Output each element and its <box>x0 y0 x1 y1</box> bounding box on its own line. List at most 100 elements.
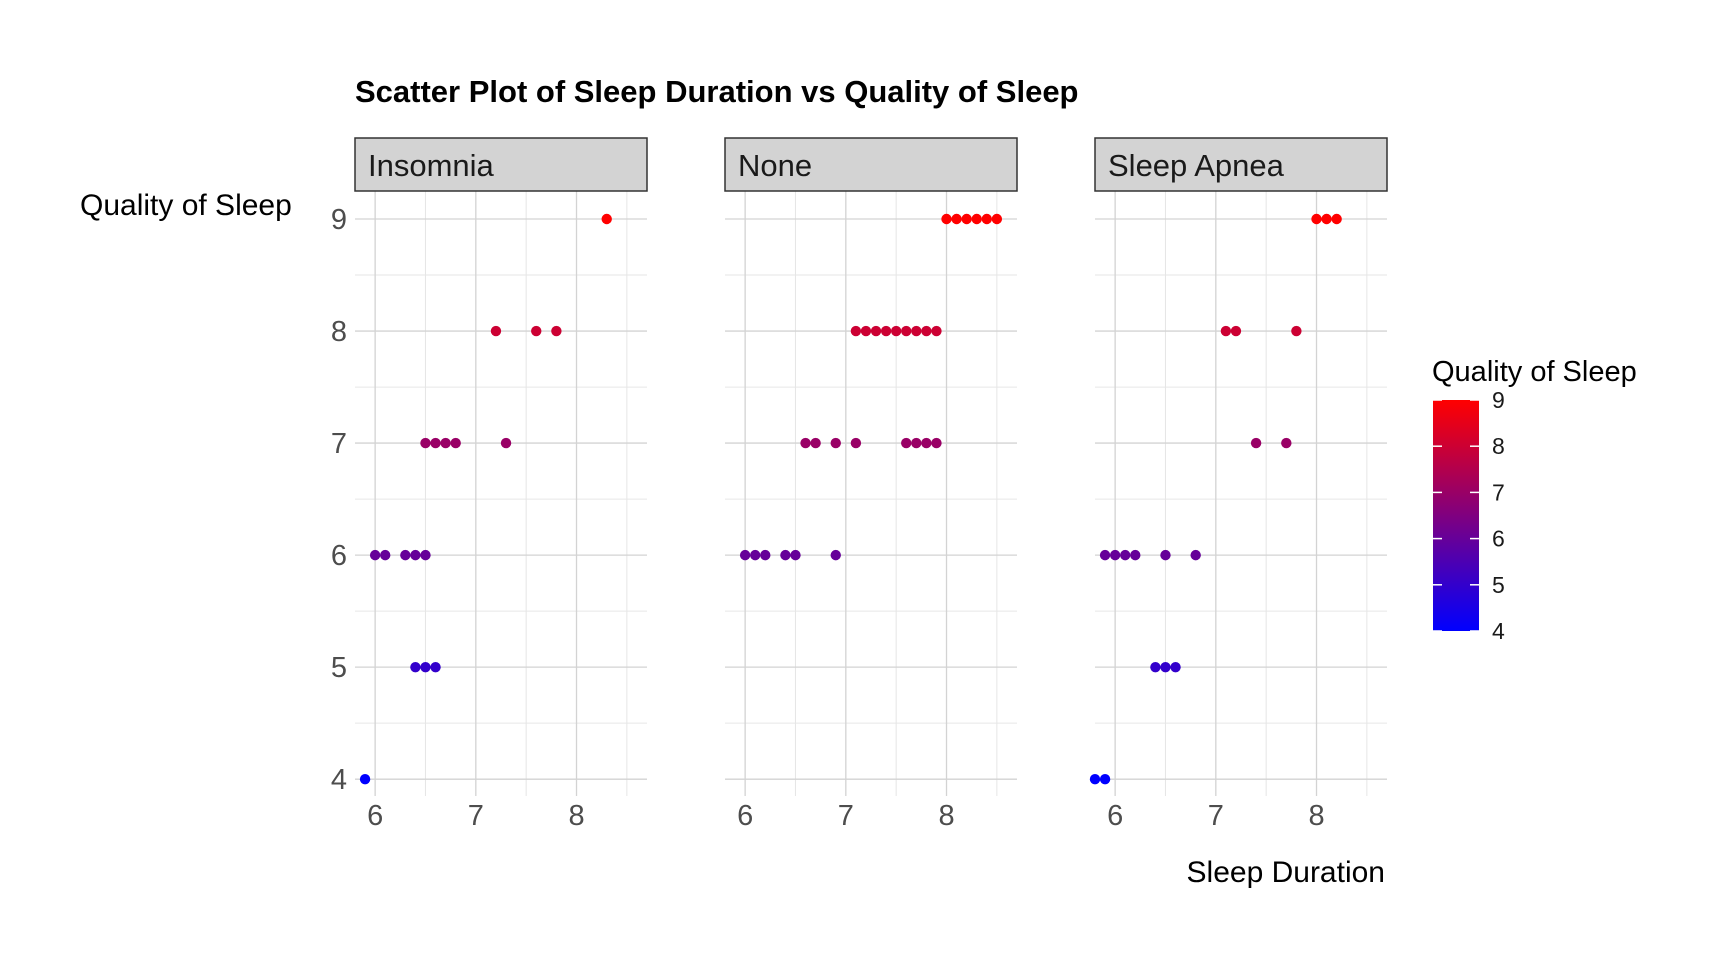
scatter-point <box>780 549 791 561</box>
scatter-point <box>1160 661 1171 673</box>
legend-title: Quality of Sleep <box>1432 356 1637 388</box>
y-axis-title: Quality of Sleep <box>80 189 292 222</box>
scatter-point <box>1190 549 1201 561</box>
y-tick-label: 4 <box>331 764 347 796</box>
scatter-point <box>430 437 441 449</box>
scatter-point <box>380 549 391 561</box>
y-tick-label: 8 <box>331 316 347 348</box>
color-legend: Quality of Sleep 9 8 7 6 5 4 <box>1432 356 1637 644</box>
scatter-point <box>830 549 841 561</box>
x-tick-label: 8 <box>938 800 954 832</box>
scatter-point <box>850 437 862 449</box>
scatter-point <box>800 437 811 449</box>
scatter-point <box>1120 549 1131 561</box>
legend-ticks: 9 8 7 6 5 4 <box>1433 387 1505 644</box>
scatter-point <box>981 213 992 225</box>
scatter-point <box>850 325 862 337</box>
scatter-point <box>870 325 882 337</box>
x-axis-title: Sleep Duration <box>1187 856 1385 889</box>
scatter-point <box>450 437 461 449</box>
legend-colorbar <box>1433 400 1479 631</box>
scatter-point <box>490 325 502 337</box>
scatter-point <box>400 549 411 561</box>
scatter-point <box>410 549 421 561</box>
x-tick-label: 7 <box>838 800 854 832</box>
facet-panel: Sleep Apnea 6 7 8 <box>1089 137 1388 832</box>
scatter-point <box>531 325 542 337</box>
scatter-point <box>1220 325 1232 337</box>
y-axis-ticks: 4 5 6 7 8 9 <box>331 204 347 796</box>
facet-strip-label: None <box>738 148 812 183</box>
scatter-point <box>901 325 912 337</box>
scatter-point <box>951 213 962 225</box>
scatter-point <box>901 437 912 449</box>
x-tick-label: 7 <box>1208 800 1224 832</box>
legend-tick-label: 4 <box>1492 618 1505 644</box>
facet-panel: Insomnia 6 7 8 <box>354 137 648 832</box>
legend-tick-label: 7 <box>1492 479 1505 505</box>
scatter-point <box>1099 773 1111 785</box>
scatter-point <box>971 213 982 225</box>
x-tick-label: 6 <box>367 800 383 832</box>
facet-strip <box>1094 137 1388 192</box>
scatter-point <box>359 773 371 785</box>
scatter-point <box>921 437 932 449</box>
scatter-point <box>1230 325 1242 337</box>
scatter-point <box>830 437 841 449</box>
legend-tick-label: 9 <box>1492 387 1505 413</box>
scatter-point <box>760 549 771 561</box>
y-tick-label: 6 <box>331 540 347 572</box>
scatter-point <box>1109 549 1121 561</box>
x-tick-label: 6 <box>737 800 753 832</box>
scatter-point <box>369 549 381 561</box>
scatter-point <box>921 325 932 337</box>
scatter-point <box>1160 549 1171 561</box>
scatter-point <box>931 437 942 449</box>
scatter-point <box>1311 213 1322 225</box>
scatter-point <box>1321 213 1332 225</box>
scatter-point <box>961 213 972 225</box>
scatter-point <box>941 213 952 225</box>
scatter-point <box>911 325 922 337</box>
scatter-point <box>420 549 431 561</box>
scatter-point <box>1099 549 1111 561</box>
scatter-point <box>410 661 421 673</box>
scatter-point <box>790 549 801 561</box>
scatter-point <box>420 437 431 449</box>
scatter-point <box>1130 549 1141 561</box>
x-tick-label: 6 <box>1107 800 1123 832</box>
chart-title: Scatter Plot of Sleep Duration vs Qualit… <box>355 74 1079 109</box>
scatter-point <box>1291 325 1302 337</box>
x-tick-label: 7 <box>468 800 484 832</box>
scatter-point <box>420 661 431 673</box>
x-tick-label: 8 <box>1308 800 1324 832</box>
scatter-point <box>739 549 751 561</box>
facet-strip-label: Insomnia <box>368 148 495 183</box>
scatter-point <box>911 437 922 449</box>
scatter-point <box>1331 213 1342 225</box>
scatter-point <box>1250 437 1262 449</box>
scatter-point <box>1150 661 1161 673</box>
legend-tick-label: 8 <box>1492 433 1505 459</box>
scatter-point <box>931 325 942 337</box>
scatter-point <box>500 437 512 449</box>
legend-tick-label: 6 <box>1492 526 1505 552</box>
scatter-point <box>880 325 892 337</box>
scatter-point <box>551 325 562 337</box>
legend-tick-label: 5 <box>1492 572 1505 598</box>
scatter-point <box>750 549 761 561</box>
scatter-point <box>601 213 612 225</box>
scatter-point <box>430 661 441 673</box>
scatter-point <box>860 325 872 337</box>
scatter-point <box>1089 773 1101 785</box>
scatter-point <box>440 437 451 449</box>
y-tick-label: 9 <box>331 204 347 236</box>
scatter-point <box>1170 661 1181 673</box>
facet-strip <box>724 137 1018 192</box>
facet-panels: Insomnia 6 7 8 None 6 7 8 Sleep Apnea 6 7 8 4 5 6 7 8 9 <box>331 137 1388 832</box>
scatter-point <box>1281 437 1292 449</box>
scatter-point <box>890 325 902 337</box>
y-tick-label: 7 <box>331 428 347 460</box>
